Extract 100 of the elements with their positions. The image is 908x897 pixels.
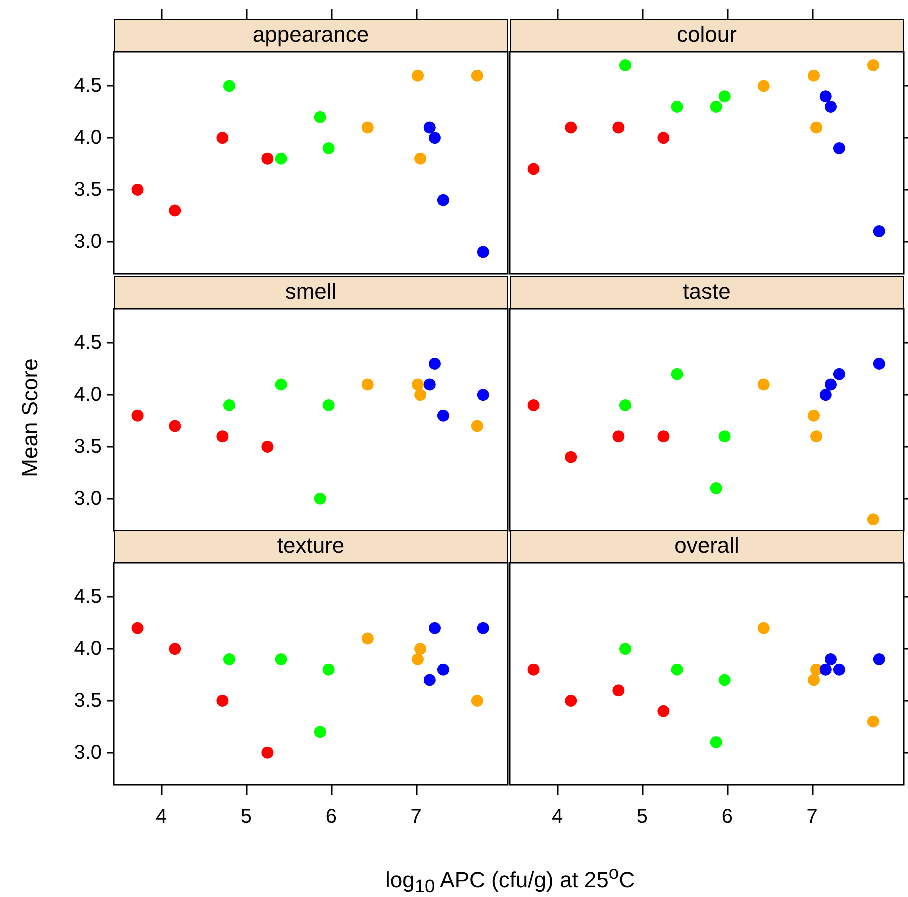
point bbox=[824, 653, 837, 666]
point bbox=[528, 664, 540, 676]
x-tick-label: 5 bbox=[240, 806, 252, 828]
point bbox=[275, 378, 288, 391]
point bbox=[619, 399, 632, 412]
point bbox=[718, 674, 731, 686]
y-tick-label: 4.5 bbox=[74, 332, 102, 354]
y-tick-label: 4.0 bbox=[74, 638, 102, 660]
x-tick-label: 7 bbox=[410, 806, 422, 828]
point bbox=[873, 225, 886, 238]
point bbox=[262, 746, 274, 759]
point bbox=[710, 736, 722, 748]
point bbox=[565, 122, 578, 134]
y-tick-label: 3.0 bbox=[74, 488, 102, 510]
point bbox=[824, 378, 837, 391]
point bbox=[437, 194, 450, 206]
point bbox=[262, 440, 274, 453]
point bbox=[833, 368, 846, 380]
point bbox=[867, 716, 880, 728]
point bbox=[132, 410, 144, 422]
point bbox=[223, 399, 236, 412]
chart-title: colour bbox=[510, 19, 904, 52]
point bbox=[314, 492, 326, 505]
point bbox=[671, 368, 684, 380]
x-tick-label: 6 bbox=[326, 806, 337, 828]
x-tick-label: 6 bbox=[722, 806, 733, 828]
point bbox=[362, 378, 374, 391]
x-axis-title: log$_{10}$ APC (cfu/g) at 25$^{o}$C bbox=[386, 862, 635, 897]
point bbox=[424, 674, 436, 686]
point bbox=[565, 694, 578, 707]
point bbox=[216, 132, 229, 144]
point bbox=[314, 726, 326, 738]
point bbox=[477, 389, 490, 402]
point bbox=[758, 378, 770, 391]
point bbox=[718, 90, 731, 103]
point bbox=[658, 132, 670, 144]
point bbox=[322, 142, 335, 154]
point bbox=[216, 430, 229, 443]
point bbox=[833, 664, 846, 676]
point bbox=[718, 430, 731, 443]
x-tick-label: 4 bbox=[156, 806, 168, 828]
point bbox=[873, 653, 886, 666]
point bbox=[658, 705, 670, 718]
point bbox=[412, 70, 424, 82]
point bbox=[658, 430, 670, 443]
point bbox=[428, 358, 441, 370]
x-tick-label: 7 bbox=[806, 806, 818, 828]
y-axis-title: Mean Score bbox=[16, 358, 43, 478]
y-tick-label: 3.5 bbox=[74, 436, 102, 458]
point bbox=[612, 684, 625, 697]
chart-title: smell bbox=[114, 276, 508, 309]
point bbox=[471, 420, 484, 432]
point bbox=[710, 482, 722, 494]
point bbox=[758, 622, 770, 634]
point bbox=[262, 152, 274, 165]
point bbox=[671, 664, 684, 676]
point bbox=[873, 358, 886, 370]
point bbox=[424, 378, 436, 391]
point bbox=[275, 152, 288, 165]
point bbox=[275, 653, 288, 666]
point bbox=[414, 643, 427, 656]
point bbox=[612, 122, 625, 134]
x-tick-label: 4 bbox=[552, 806, 564, 828]
y-tick-label: 3.0 bbox=[74, 742, 102, 764]
point bbox=[824, 100, 837, 113]
point bbox=[671, 100, 684, 113]
point bbox=[528, 163, 540, 176]
point bbox=[412, 653, 424, 666]
chart-title: texture bbox=[114, 530, 508, 563]
point bbox=[437, 664, 450, 676]
point bbox=[412, 378, 424, 391]
point bbox=[169, 420, 182, 432]
point bbox=[322, 664, 335, 676]
point bbox=[565, 451, 578, 464]
y-tick-label: 4.5 bbox=[74, 75, 102, 98]
point bbox=[528, 399, 540, 412]
point bbox=[710, 100, 722, 113]
y-tick-label: 3.5 bbox=[74, 690, 102, 712]
y-tick-label: 4.0 bbox=[74, 384, 102, 406]
point bbox=[322, 399, 335, 412]
point bbox=[867, 59, 880, 72]
point bbox=[414, 152, 427, 165]
point bbox=[223, 653, 236, 666]
point bbox=[362, 632, 374, 645]
point bbox=[808, 70, 820, 82]
point bbox=[820, 90, 832, 103]
point bbox=[424, 122, 436, 134]
point bbox=[619, 643, 632, 656]
point bbox=[428, 622, 441, 634]
y-tick-label: 3.0 bbox=[74, 230, 102, 253]
point bbox=[477, 622, 490, 634]
point bbox=[820, 664, 832, 676]
y-tick-label: 4.0 bbox=[74, 127, 102, 150]
point bbox=[619, 59, 632, 72]
point bbox=[169, 204, 182, 217]
point bbox=[867, 514, 880, 526]
point bbox=[471, 694, 484, 707]
chart-title: taste bbox=[510, 276, 904, 309]
point bbox=[437, 410, 450, 422]
point bbox=[132, 622, 144, 634]
